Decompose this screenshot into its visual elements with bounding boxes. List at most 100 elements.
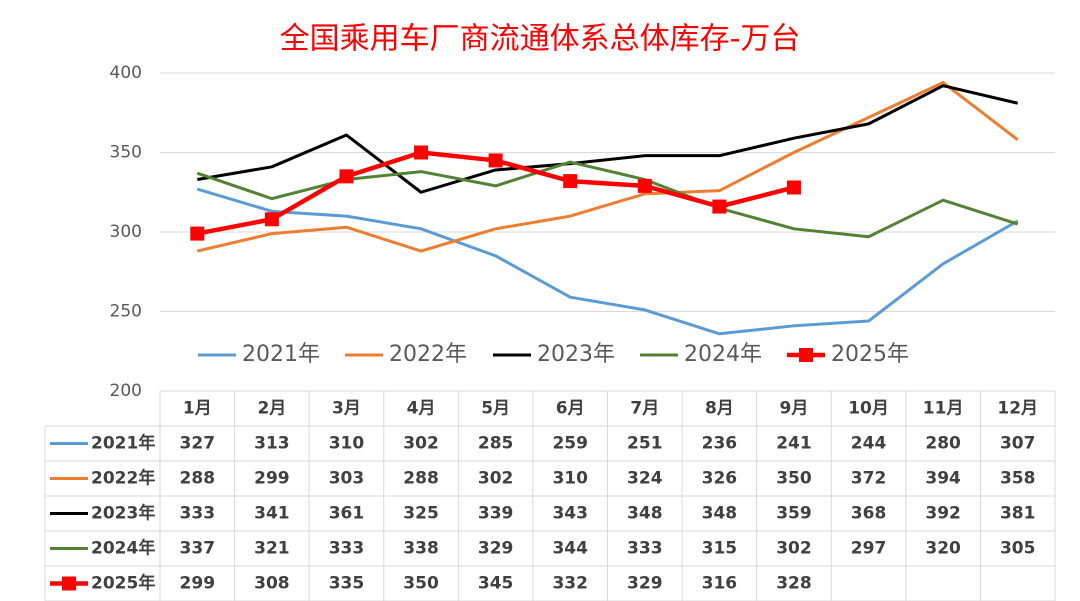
table-cell: 288 (180, 469, 216, 489)
table-cell: 303 (329, 469, 365, 489)
table-cell: 308 (254, 574, 290, 594)
table-row-label: 2023年 (91, 503, 155, 524)
table-cell: 313 (254, 434, 290, 454)
table-header: 2月 (257, 399, 286, 419)
table-cell: 333 (180, 504, 216, 524)
y-tick-label: 300 (110, 222, 142, 242)
table-cell: 236 (702, 434, 738, 454)
legend-label: 2024年 (684, 342, 762, 367)
table-cell: 332 (552, 574, 588, 594)
point-marker (637, 178, 652, 193)
point-marker (712, 199, 727, 214)
point-marker (190, 226, 205, 241)
table-cell: 372 (851, 469, 887, 489)
table-cell: 337 (180, 539, 216, 559)
table-cell: 288 (403, 469, 439, 489)
table-cell: 320 (925, 539, 961, 559)
point-marker (786, 180, 801, 195)
table-cell: 339 (478, 504, 514, 524)
table-row-label: 2021年 (91, 433, 155, 454)
table-cell: 338 (403, 539, 439, 559)
series-line (197, 84, 1019, 194)
table-cell: 333 (627, 539, 663, 559)
table-cell: 285 (478, 434, 514, 454)
legend-label: 2023年 (537, 342, 615, 367)
legend-label: 2021年 (242, 342, 320, 367)
table-cell: 348 (627, 504, 663, 524)
table-cell: 344 (552, 539, 588, 559)
table-cell: 328 (776, 574, 812, 594)
table-cell: 348 (702, 504, 738, 524)
legend-label: 2022年 (389, 342, 467, 367)
table-row-label: 2024年 (91, 538, 155, 559)
table-cell: 302 (478, 469, 514, 489)
table-cell: 302 (776, 539, 812, 559)
table-cell: 335 (329, 574, 365, 594)
table-cell: 299 (180, 574, 216, 594)
table-header: 8月 (705, 399, 734, 419)
table-cell: 307 (1000, 434, 1036, 454)
table-row-label: 2022年 (91, 468, 155, 489)
legend-label: 2025年 (831, 342, 909, 367)
legend-marker (799, 348, 813, 362)
table-header: 9月 (780, 399, 809, 419)
table-cell: 359 (776, 504, 812, 524)
table-cell: 345 (478, 574, 514, 594)
y-tick-label: 200 (110, 381, 142, 401)
table-cell: 368 (851, 504, 887, 524)
table-key-marker (62, 576, 76, 591)
table-cell: 361 (329, 504, 365, 524)
table-header: 3月 (332, 399, 361, 419)
table-cell: 259 (552, 434, 588, 454)
series-line (196, 81, 1019, 253)
table-cell: 358 (1000, 469, 1036, 489)
y-tick-label: 400 (110, 63, 142, 83)
table-cell: 350 (403, 574, 439, 594)
table-cell: 327 (180, 434, 216, 454)
table-cell: 310 (552, 469, 588, 489)
table-cell: 299 (254, 469, 290, 489)
table-header: 5月 (481, 399, 510, 419)
chart-title: 全国乘用车厂商流通体系总体库存-万台 (280, 22, 801, 57)
table-cell: 251 (627, 434, 663, 454)
table-cell: 302 (403, 434, 439, 454)
table-header: 4月 (407, 399, 436, 419)
table-cell: 321 (254, 539, 290, 559)
table-cell: 329 (478, 539, 514, 559)
table-cell: 324 (627, 469, 663, 489)
table-header: 6月 (556, 399, 585, 419)
table-cell: 325 (403, 504, 439, 524)
point-marker (264, 212, 279, 227)
point-marker (563, 174, 578, 189)
table-cell: 315 (702, 539, 738, 559)
table-header: 10月 (848, 399, 889, 419)
table-cell: 244 (851, 434, 887, 454)
table-cell: 333 (329, 539, 365, 559)
table-cell: 350 (776, 469, 812, 489)
table-header: 7月 (630, 399, 659, 419)
table-cell: 394 (925, 469, 961, 489)
point-marker (488, 153, 503, 168)
table-header: 1月 (183, 399, 212, 419)
y-tick-label: 350 (110, 143, 142, 163)
table-cell: 326 (702, 469, 738, 489)
table-cell: 280 (925, 434, 961, 454)
series-line (196, 187, 1019, 336)
y-tick-label: 250 (110, 302, 142, 322)
table-header: 12月 (997, 399, 1038, 419)
table-cell: 381 (1000, 504, 1036, 524)
table-cell: 343 (552, 504, 588, 524)
table-cell: 297 (851, 539, 887, 559)
table-cell: 305 (1000, 539, 1036, 559)
table-cell: 241 (776, 434, 812, 454)
table-header: 11月 (923, 399, 964, 419)
table-cell: 310 (329, 434, 365, 454)
table-cell: 341 (254, 504, 290, 524)
table-cell: 392 (925, 504, 961, 524)
table-cell: 329 (627, 574, 663, 594)
table-row-label: 2025年 (91, 573, 155, 594)
point-marker (339, 169, 354, 184)
